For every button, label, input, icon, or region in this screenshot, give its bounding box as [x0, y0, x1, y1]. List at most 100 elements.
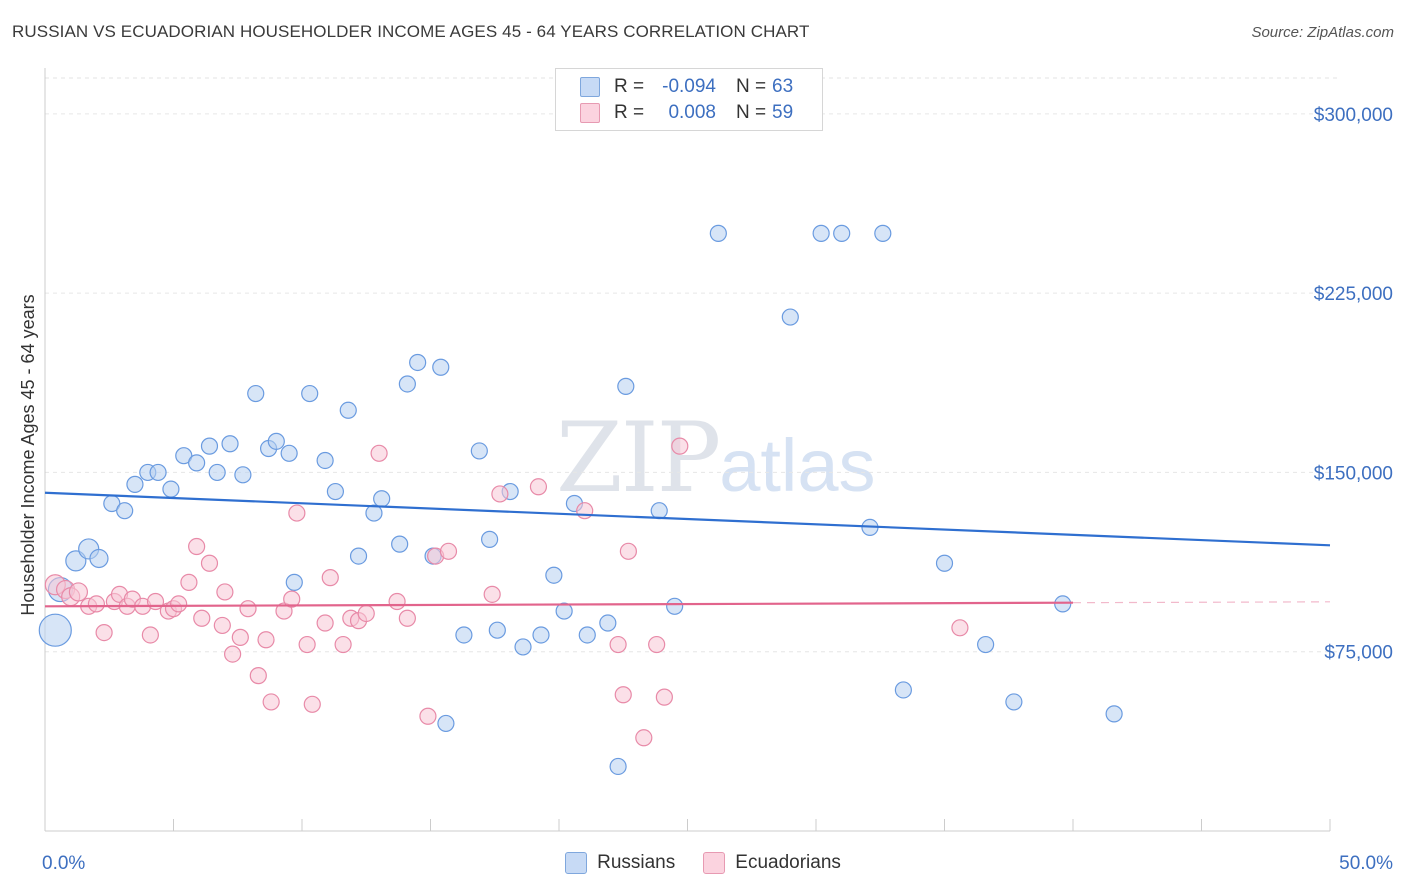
legend-r-value-russians: -0.094: [662, 76, 716, 97]
point-russians: [373, 490, 391, 508]
point-ecuadorians: [283, 590, 301, 608]
point-russians: [488, 621, 506, 639]
point-russians: [532, 626, 550, 644]
x-tick-label-min: 0.0%: [42, 853, 85, 874]
point-ecuadorians: [655, 688, 673, 706]
point-ecuadorians: [249, 667, 267, 685]
point-russians: [175, 447, 193, 465]
point-ecuadorians: [321, 569, 339, 587]
point-russians: [267, 432, 285, 450]
series-label-russians: Russians: [597, 852, 676, 873]
chart-title: RUSSIAN VS ECUADORIAN HOUSEHOLDER INCOME…: [12, 22, 810, 41]
point-russians: [221, 435, 239, 453]
point-russians: [326, 482, 345, 501]
point-ecuadorians: [239, 600, 257, 618]
point-ecuadorians: [288, 504, 306, 522]
series-swatch-ecuadorians: [703, 852, 726, 874]
y-tick-label: $300,000: [1314, 105, 1393, 126]
point-ecuadorians: [614, 686, 632, 704]
series-legend-ecuadorians[interactable]: Ecuadorians: [703, 852, 841, 874]
point-ecuadorians: [334, 635, 352, 654]
point-ecuadorians: [419, 707, 437, 725]
point-russians: [316, 451, 334, 470]
point-russians: [578, 626, 596, 644]
legend-swatch-ecuadorians: [580, 103, 600, 123]
point-ecuadorians: [370, 444, 388, 462]
watermark-atlas: atlas: [719, 424, 876, 507]
point-ecuadorians: [200, 554, 219, 572]
correlation-legend: R = -0.094 N = 63 R = 0.008 N = 59: [555, 68, 823, 131]
point-russians: [1105, 705, 1123, 723]
point-ecuadorians: [298, 635, 316, 654]
legend-n-value-russians: 63: [772, 76, 794, 97]
point-russians: [894, 681, 912, 699]
trend-line-russians: [44, 491, 1331, 547]
point-russians: [455, 626, 473, 644]
legend-n-label: N =: [736, 102, 767, 123]
point-ecuadorians: [303, 695, 321, 713]
trend-line-extension-ecuadorians: [1072, 601, 1331, 604]
point-russians: [812, 224, 830, 242]
point-russians: [234, 466, 252, 484]
point-russians: [285, 573, 303, 591]
point-russians: [481, 530, 499, 548]
point-russians: [301, 384, 319, 403]
point-ecuadorians: [216, 583, 234, 601]
point-russians: [599, 614, 617, 632]
point-ecuadorians: [188, 537, 206, 556]
point-ecuadorians: [648, 635, 666, 654]
point-ecuadorians: [635, 729, 653, 747]
point-ecuadorians: [275, 602, 293, 620]
point-ecuadorians: [180, 573, 198, 591]
legend-r-label: R =: [614, 76, 645, 97]
point-russians: [398, 375, 416, 393]
point-russians: [365, 504, 383, 522]
point-russians: [339, 401, 357, 419]
point-russians: [874, 224, 892, 242]
series-swatch-russians: [565, 852, 588, 874]
series-label-ecuadorians: Ecuadorians: [735, 852, 841, 873]
watermark-zip: ZIP: [556, 402, 721, 514]
point-ecuadorians: [619, 542, 637, 560]
point-russians: [666, 597, 684, 615]
point-ecuadorians: [87, 595, 106, 613]
zipatlas-watermark: ZIPatlas: [556, 402, 876, 514]
legend-r-label: R =: [614, 102, 645, 123]
y-tick-label: $75,000: [1324, 643, 1393, 664]
point-ecuadorians: [95, 623, 113, 642]
point-ecuadorians: [483, 585, 501, 603]
point-ecuadorians: [141, 626, 159, 644]
point-russians: [1054, 595, 1072, 613]
x-tick-label-max: 50.0%: [1339, 853, 1393, 874]
point-russians: [470, 442, 488, 460]
legend-row-russians: R = -0.094 N = 63: [580, 75, 793, 99]
y-tick-label: $225,000: [1314, 284, 1393, 305]
point-russians: [1005, 693, 1023, 711]
legend-n-label: N =: [736, 76, 767, 97]
point-ecuadorians: [529, 478, 548, 496]
point-ecuadorians: [213, 616, 231, 635]
point-russians: [514, 638, 532, 656]
point-russians: [555, 602, 573, 620]
point-russians: [617, 377, 635, 395]
point-russians: [833, 224, 851, 242]
point-ecuadorians: [224, 645, 242, 663]
point-russians: [200, 437, 219, 455]
point-russians: [280, 444, 298, 462]
point-ecuadorians: [193, 609, 211, 627]
series-legend-russians[interactable]: Russians: [565, 852, 675, 874]
point-russians: [149, 463, 167, 482]
point-russians: [935, 554, 954, 572]
point-ecuadorians: [388, 592, 406, 611]
point-russians: [349, 547, 368, 565]
legend-r-value-ecuadorians: 0.008: [668, 102, 716, 123]
legend-row-ecuadorians: R = 0.008 N = 59: [580, 101, 793, 125]
chart-source: Source: ZipAtlas.com: [1251, 24, 1394, 41]
point-ecuadorians: [357, 604, 375, 623]
point-russians: [432, 358, 450, 376]
point-ecuadorians: [231, 628, 249, 646]
point-russians: [545, 566, 563, 584]
point-ecuadorians: [439, 542, 458, 560]
point-russians: [391, 535, 409, 553]
point-ecuadorians: [609, 635, 627, 654]
